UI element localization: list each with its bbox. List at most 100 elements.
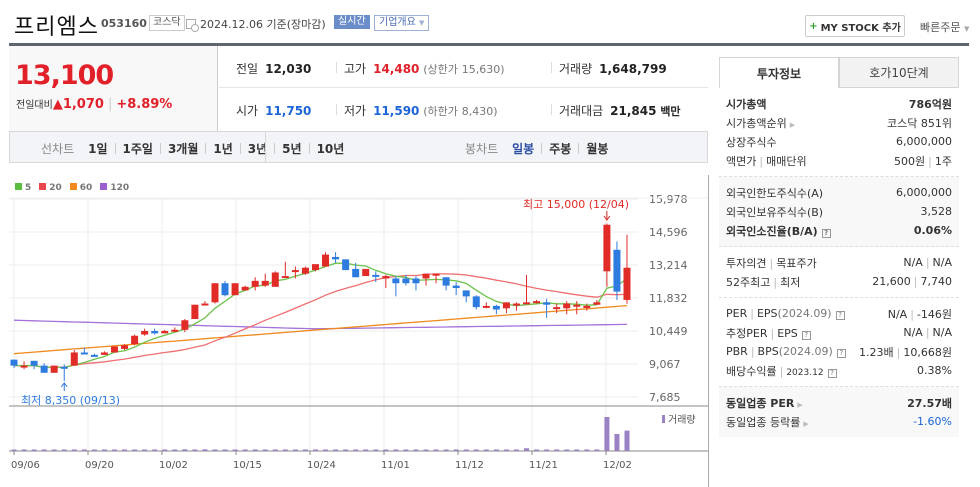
legend-item-ma5: 5 [15,183,31,193]
help-icon[interactable]: ? [821,228,831,238]
header-divider [9,43,969,46]
legend-item-ma20: 20 [39,183,62,193]
stock-header: 프리엠스 053160 코스닥 2024.12.06 기준(장마감) 실시간 기… [0,0,980,44]
line-tab-3[interactable]: 1년 [213,142,233,156]
help-icon[interactable]: ? [827,368,837,378]
tab-divider [239,143,241,154]
add-my-stock-button[interactable]: + MY STOCK 추가 [805,15,905,37]
svg-text:12/02: 12/02 [603,460,632,471]
info-section: 외국인한도주식수(A) 6,000,000 외국인보유주식수(B) 3,528 외국인소… [719,177,959,247]
line-tab-0[interactable]: 1일 [88,142,108,156]
legend-item-ma60: 60 [69,183,92,193]
svg-text:09/06: 09/06 [11,460,40,471]
line-tab-2[interactable]: 3개월 [167,142,199,156]
prev-close: 전일 12,030 [236,62,312,76]
svg-text:14,596: 14,596 [649,226,688,239]
as-of-date: 2024.12.06 기준(장마감) [200,18,326,31]
chart-right-border [708,175,709,487]
svg-text:11/01: 11/01 [381,460,410,471]
chevron-down-icon: ▼ [963,25,970,33]
info-row: 투자의견 | 목표주가 N/A | N/A [726,256,952,270]
info-row[interactable]: 시가총액순위 ▶ 코스닥 851위 [726,116,952,130]
chevron-right-icon: ▶ [789,120,796,129]
svg-text:11/12: 11/12 [455,460,484,471]
svg-text:최고 15,000 (12/04): 최고 15,000 (12/04) [523,198,629,211]
quote-summary: 전일 12,030 고가 14,480 (상한가 15,630) 거래량 1,648,… [219,46,708,131]
info-row: 배당수익률 | 2023.12? 0.38% [726,364,952,378]
candlestick-chart[interactable]: 5 20 60 120 15,978 14,596 13,214 11,832 10,449 9… [9,175,708,487]
line-chart-tabs: 선차트 1일 1주일 3개월 1년 3년 5년 10년 [41,142,345,156]
svg-text:10/15: 10/15 [233,460,262,471]
chart-legend: 5 20 60 120 [15,183,129,193]
current-price: 13,100 [15,60,114,91]
svg-text:11,832: 11,832 [649,292,688,305]
info-row: 외국인소진율(B/A)? 0.06% [726,224,952,238]
line-tab-1[interactable]: 1주일 [122,142,153,156]
chart-period-tabs: 선차트 1일 1주일 3개월 1년 3년 5년 10년 봉차트 일봉 주봉 월봉 [9,131,708,163]
svg-text:10/02: 10/02 [159,460,188,471]
help-icon[interactable]: ? [835,311,845,320]
svg-text:15,978: 15,978 [649,193,688,206]
help-icon[interactable]: ? [836,349,846,358]
svg-text:09/20: 09/20 [85,460,114,471]
company-info-dropdown[interactable]: 기업개요 ▼ [374,15,430,31]
svg-text:거래량: 거래량 [668,414,696,426]
candle-tab-2[interactable]: 월봉 [586,142,609,156]
market-badge: 코스닥 [149,15,185,31]
line-tab-4[interactable]: 3년 [247,142,268,156]
up-triangle-icon: ▲ [52,97,63,112]
svg-text:9,067: 9,067 [649,358,681,371]
info-row: 상장주식수 6,000,000 [726,135,952,149]
candle-tab-0[interactable]: 일봉 [512,142,535,156]
svg-text:11/21: 11/21 [529,460,558,471]
tab-divider [274,143,276,154]
info-row: PBR | BPS(2024.09)? 1.23배 | 10,668원 [726,345,952,359]
chart-canvas[interactable]: 15,978 14,596 13,214 11,832 10,449 9,067 7,685… [9,175,708,487]
tab-divider [541,143,543,154]
low-price: 저가 11,590 (하한가 8,430) [336,104,498,118]
price-change: 전일대비▲1,070 | +8.89% [16,97,173,112]
info-row: 추정PER | EPS? N/A | N/A [726,326,952,340]
info-row: 시가총액 786억원 [726,97,952,111]
tab-investment-info[interactable]: 투자정보 [719,57,839,88]
chevron-right-icon: ▶ [797,400,803,409]
legend-item-ma120: 120 [100,183,129,193]
info-row: 외국인한도주식수(A) 6,000,000 [726,186,952,200]
svg-text:10/24: 10/24 [307,460,336,471]
plus-icon: + [809,20,818,32]
candle-tab-1[interactable]: 주봉 [549,142,572,156]
info-row[interactable]: 동일업종 등락률 ▶ -1.60% [726,415,952,429]
tab-divider [308,143,310,154]
calendar-clock-icon [186,19,199,32]
realtime-button[interactable]: 실시간 [334,15,370,29]
help-icon[interactable]: ? [801,330,811,340]
tab-order-book[interactable]: 호가10단계 [839,57,959,88]
info-section: 시가총액 786억원 시가총액순위 ▶ 코스닥 851위 상장주식수 6,000,000 액면… [719,88,959,177]
svg-text:7,685: 7,685 [649,391,681,404]
volume: 거래량 1,648,799 [551,62,667,76]
chevron-down-icon: ▼ [419,19,425,27]
high-price: 고가 14,480 (상한가 15,630) [336,62,505,76]
line-tab-6[interactable]: 10년 [316,142,345,156]
quick-order-dropdown[interactable]: 빠른주문 ▼ [920,21,970,34]
open-price: 시가 11,750 [236,104,312,118]
info-row: PER | EPS(2024.09)? N/A | -146원 [726,307,952,321]
tab-divider [578,143,580,154]
stock-code: 053160 [101,17,147,30]
svg-text:10,449: 10,449 [649,325,688,338]
info-row[interactable]: 동일업종 PER ▶ 27.57배 [726,396,952,410]
company-name: 프리엠스 [14,15,99,40]
line-tab-5[interactable]: 5년 [282,142,302,156]
tab-divider [114,143,116,154]
tab-divider [159,143,161,154]
info-row: 52주최고 | 최저 21,600 | 7,740 [726,275,952,289]
info-section: 투자의견 | 목표주가 N/A | N/A 52주최고 | 최저 21,600 | 7,740 [719,247,959,298]
current-price-box: 13,100 전일대비▲1,070 | +8.89% [9,46,218,131]
info-row: 외국인보유주식수(B) 3,528 [726,205,952,219]
svg-text:최저 8,350 (09/13): 최저 8,350 (09/13) [21,394,120,407]
candle-chart-tabs: 봉차트 일봉 주봉 월봉 [465,142,609,156]
chevron-right-icon: ▶ [803,419,809,428]
